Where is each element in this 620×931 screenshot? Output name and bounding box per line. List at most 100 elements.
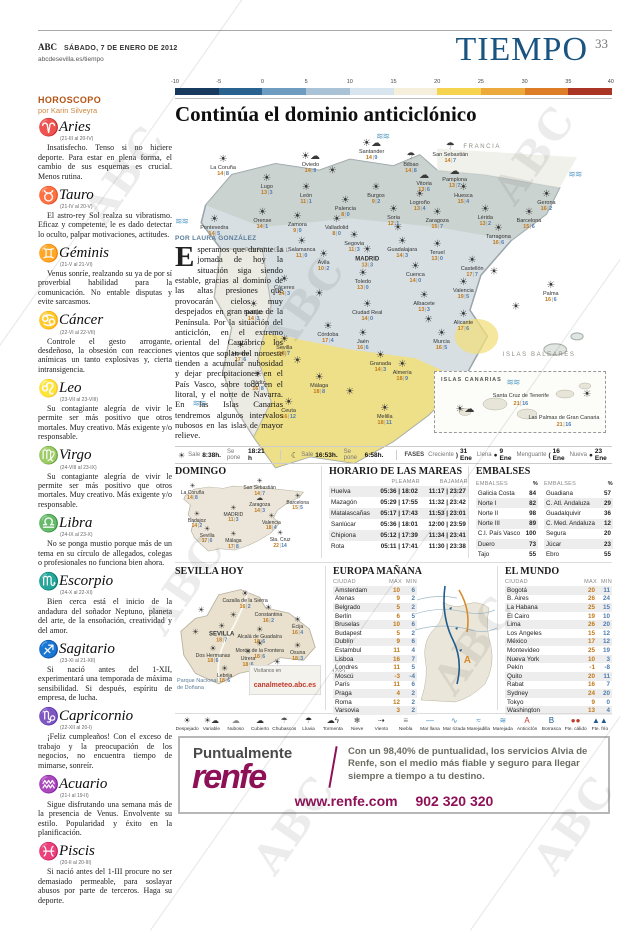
- city-name: Budapest: [335, 629, 362, 637]
- temp-max: 19: [587, 612, 595, 620]
- sign-text: Bien cerca está el inicio de la andadura…: [38, 597, 172, 635]
- bajamar-times: 11:53 | 23:01: [428, 510, 466, 517]
- map-city: ☀ Ciudad Real 14|0: [352, 299, 382, 323]
- city-name: Melilla: [376, 414, 393, 421]
- city-name: La Coruña: [180, 489, 205, 496]
- map-city: ☂ Bilbao 14|8: [403, 151, 418, 174]
- temp-min: -8: [604, 664, 610, 672]
- weather-icon: ☀: [273, 657, 281, 667]
- scale-tick: 10: [346, 79, 353, 85]
- city-temps: 17|8: [228, 543, 239, 550]
- mundo-row: Nueva York 10 3: [505, 654, 612, 664]
- temp-max: 6: [396, 612, 400, 620]
- embalse-name: Ebro: [546, 550, 560, 558]
- town-name: SEVILLA: [209, 631, 235, 638]
- town-temps: 18|7: [216, 637, 228, 644]
- temp-max: 20: [587, 586, 595, 594]
- weather-icon: ☀: [371, 181, 381, 193]
- map-city: ☀☁ Oviedo 14|9: [301, 151, 320, 174]
- legend-icon: ≋: [499, 716, 507, 725]
- scale-tick: 0: [260, 79, 264, 85]
- sign-text: No se ponga mustio porque más de un tema…: [38, 539, 172, 568]
- weather-icon: ☀: [279, 273, 289, 285]
- weather-icon: ☀: [480, 204, 490, 216]
- moon-phases: Creciente) 31 Ene Llena ● 9 Ene Menguante(16 …: [428, 448, 612, 462]
- scale-segment: 10: [347, 79, 394, 95]
- legend-item: ▲▲ Fte. frío: [588, 717, 612, 733]
- map-city: ☀ Logroño 13|4: [410, 189, 430, 212]
- renfe-url[interactable]: www.renfe.com: [294, 793, 398, 809]
- mareas-row: Matalascañas 05:17 | 17:43 11:53 | 23:01: [329, 508, 468, 519]
- mareas-table: Huelva 05:36 | 18:02 11:17 | 23:27 Mazag…: [329, 486, 468, 552]
- map-city: ☀ Almería 18|9: [393, 359, 412, 383]
- legend-label: Marejadilla: [466, 727, 491, 732]
- city-name: Barcelona: [286, 499, 309, 506]
- sign-name: Géminis: [59, 244, 109, 261]
- sign-dates: (23-VII al 23-VIII): [60, 397, 99, 404]
- weather-icon: ☁: [419, 169, 430, 181]
- sign-text: Controle el gesto arrogante, desdeñoso, …: [38, 336, 172, 374]
- moon-rise-time: 16:53h.: [315, 451, 338, 459]
- city-temps: 16|2: [540, 205, 553, 212]
- temp-max: 10: [392, 586, 400, 594]
- weather-icon: ☀: [524, 207, 534, 219]
- map-city: ☀ Palencia 8|0: [335, 195, 356, 219]
- embalses-panel: EMBALSES EMBALSES% Galicia Costa 84 Norte …: [467, 466, 613, 558]
- weather-icon: ☀: [393, 222, 403, 234]
- map-city: ☁ Zaragoza 14|3: [249, 495, 270, 514]
- city-name: Burgos: [367, 192, 385, 199]
- sevilla-map: Parque Nacional de Doñana Visítanos en c…: [175, 579, 321, 697]
- town-temps: 18|6: [254, 653, 266, 660]
- scale-segment: 25: [478, 79, 525, 95]
- weather-icon: ☀: [262, 172, 272, 184]
- visit-label: Visítanos en: [253, 668, 282, 674]
- embalses-col-header: EMBALSES: [475, 481, 508, 487]
- map-city: ☀ Pontevedra 14|5: [200, 214, 228, 238]
- horoscope-sign: ♉ Tauro (21-IV al 20-V) El astro-rey Sol…: [38, 186, 172, 240]
- city-name: Huelva: [231, 350, 250, 357]
- map-town: ☀ Utrera 18|6: [241, 648, 255, 668]
- sign-dates: (20-II al 20-III): [60, 860, 92, 867]
- city-temps: 14|8: [187, 494, 198, 501]
- legend-icon: ☀: [183, 716, 191, 725]
- bajamar-times: 11:30 | 23:38: [428, 543, 466, 550]
- weather-icon: ☀: [193, 510, 201, 518]
- horoscope-sign: ♐ Sagitario (23-XI al 21-XII) Si nació a…: [38, 640, 172, 703]
- embalse-pct: 23: [604, 540, 611, 548]
- canalmeteo-link[interactable]: canalmeteo.abc.es: [253, 682, 316, 689]
- scale-tick: 15: [390, 79, 397, 85]
- city-temps: 13|3: [361, 262, 374, 269]
- city-temps: 11|1: [300, 198, 312, 205]
- legend-item: ≡ Niebla: [394, 717, 418, 733]
- legend-label: Borrasca: [541, 727, 561, 732]
- town-name: Utrera: [240, 656, 256, 663]
- city-temps: 11|3: [348, 246, 360, 253]
- map-city: ☀ Soria 12|1: [387, 205, 400, 228]
- city-name: Gerona: [537, 199, 556, 206]
- temp-max: 9: [396, 638, 400, 646]
- weather-icon: ☀: [229, 610, 237, 620]
- embalse-row: Galicia Costa 84: [476, 488, 538, 498]
- city-temps: 13|3: [418, 306, 430, 313]
- temp-min: 5: [411, 664, 415, 672]
- horoscope-sign: ♎ Libra (24-IX al 23-X) No se ponga must…: [38, 515, 172, 568]
- weather-icon: ☁: [449, 166, 460, 178]
- city-name: Badajoz: [243, 309, 264, 316]
- horoscope-sign: ♊ Géminis (21-V al 21-VI) Venus sonríe, …: [38, 244, 172, 307]
- edition-url: abcdesevilla.es/tiempo: [38, 56, 104, 63]
- city-temps: [297, 368, 298, 374]
- legend-item: ≈ Marejadilla: [466, 717, 490, 733]
- map-city: ☂ San Sebastián 14|7: [432, 141, 468, 165]
- city-temps: 17|6: [234, 356, 247, 363]
- weather-icon: ☀: [279, 333, 289, 345]
- legend-icon: ☁: [255, 716, 264, 725]
- embalse-name: Júcar: [546, 540, 562, 548]
- temp-max: 21: [556, 422, 563, 429]
- weather-icon: ☀: [541, 188, 551, 200]
- legend-label: Marejada: [492, 727, 513, 732]
- city-name: B. Aires: [507, 595, 529, 603]
- map-city: ☀ Teruel 13|0: [430, 239, 445, 263]
- map-city: ☀ La Coruña 14|8: [181, 482, 204, 501]
- city-name: Granada: [369, 360, 392, 367]
- city-name: Atenas: [335, 595, 355, 603]
